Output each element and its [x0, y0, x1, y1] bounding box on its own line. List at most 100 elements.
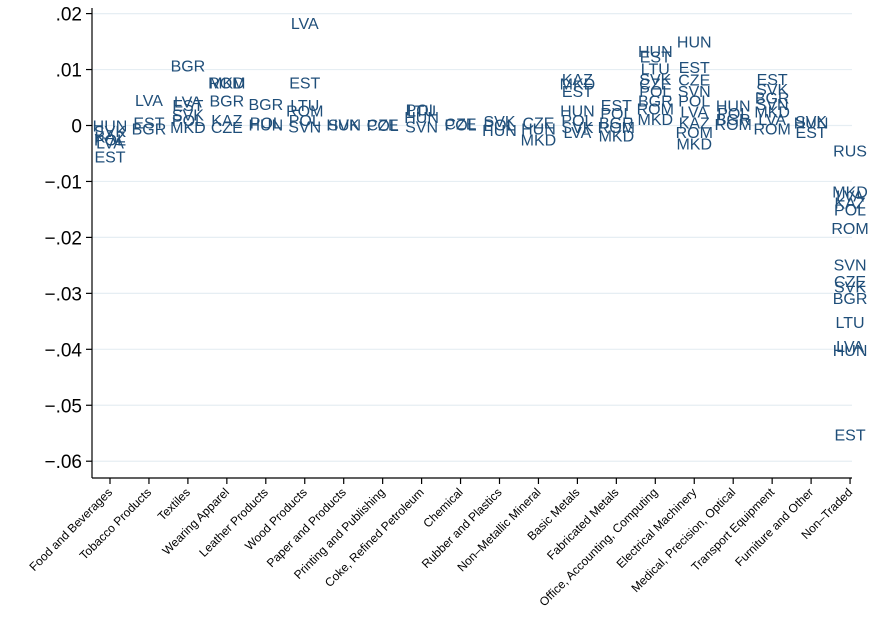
data-point-label: SVK — [483, 114, 515, 131]
data-point-label: ROM — [286, 103, 323, 120]
data-point-label: EST — [679, 60, 710, 77]
gridlines — [92, 12, 852, 462]
data-point-label: MKD — [560, 77, 596, 94]
data-point-label: POL — [94, 132, 126, 149]
data-point-label: CZE — [678, 73, 710, 90]
y-tick-label: −.03 — [44, 284, 82, 305]
data-point-label: POL — [172, 113, 204, 130]
data-point-label: POL — [717, 106, 749, 123]
data-point-label: CZE — [522, 116, 554, 133]
data-point-label: ROM — [598, 120, 635, 137]
data-point-label: KAZ — [211, 113, 242, 130]
data-point-label: LVA — [758, 112, 786, 129]
data-point-label: LVA — [836, 188, 864, 205]
data-point-label: SVN — [678, 84, 711, 101]
data-point-label: LVA — [291, 16, 319, 33]
data-point-label: POL — [483, 117, 515, 134]
data-point-label: BGR — [833, 291, 868, 308]
data-point-label: SVN — [756, 97, 789, 114]
data-point-label: SVN — [405, 120, 438, 137]
data-point-label: MKD — [209, 75, 245, 92]
y-tick-label: −.01 — [44, 172, 82, 193]
data-point-label: LVA — [836, 339, 864, 356]
data-point-label: SVN — [834, 257, 867, 274]
data-point-label: LVA — [135, 93, 163, 110]
data-point-label: SVK — [834, 280, 866, 297]
data-point-label: BGR — [171, 59, 206, 76]
data-point-label: HUN — [560, 103, 595, 120]
data-points: HUNSVKKAZPOLLVAESTLVAESTBGRBGRLVAESTSVKP… — [93, 16, 869, 444]
x-tick-label: Fabricated Metals — [544, 485, 621, 562]
data-point-label: POL — [250, 116, 282, 133]
data-point-label: POL — [367, 118, 399, 135]
data-point-label: BGR — [716, 112, 751, 129]
data-point-label: EST — [172, 98, 203, 115]
data-point-label: EST — [796, 125, 827, 142]
x-tick-label: Wearing Apparel — [159, 485, 231, 557]
data-point-label: POL — [639, 84, 671, 101]
data-point-label: HUN — [482, 123, 517, 140]
data-point-label: HUN — [794, 116, 829, 133]
data-point-label: SVN — [288, 120, 321, 137]
data-point-label: CZE — [445, 116, 477, 133]
data-point-label: MKD — [676, 136, 712, 153]
data-point-label: ROM — [753, 121, 790, 138]
data-point-label: BGR — [638, 93, 673, 110]
y-tick-label: −.04 — [44, 340, 82, 361]
data-point-label: LVA — [96, 135, 124, 152]
data-point-label: KAZ — [679, 116, 710, 133]
data-point-label: LTU — [290, 98, 319, 115]
data-point-label: SVK — [561, 120, 593, 137]
data-point-label: SVK — [756, 82, 788, 99]
data-point-label: ROM — [715, 117, 752, 134]
data-point-label: HUN — [404, 110, 439, 127]
data-point-label: MKD — [521, 132, 557, 149]
y-tick-label: 0 — [71, 117, 82, 138]
data-point-label: HUN — [638, 44, 673, 61]
x-tick-label: Leather Products — [196, 485, 271, 560]
data-point-label: POL — [561, 113, 593, 130]
data-point-label: LVA — [680, 105, 708, 122]
data-point-label: MKD — [170, 120, 206, 137]
data-point-label: LVA — [174, 94, 202, 111]
data-point-label: SVK — [94, 124, 126, 141]
data-point-label: EST — [601, 98, 632, 115]
data-point-label: LTU — [407, 103, 436, 120]
data-point-label: ROM — [831, 221, 868, 238]
y-tick-label: −.05 — [44, 396, 82, 417]
data-point-label: ROM — [637, 102, 674, 119]
data-point-label: POL — [289, 113, 321, 130]
data-point-label: HUN — [677, 35, 712, 52]
data-point-label: MKD — [638, 112, 674, 129]
data-point-label: BGR — [755, 91, 790, 108]
data-point-label: CZE — [834, 274, 866, 291]
data-point-label: EST — [289, 75, 320, 92]
data-point-label: BGR — [599, 116, 634, 133]
y-tick-label: −.06 — [44, 452, 82, 473]
data-point-label: EST — [133, 116, 164, 133]
data-point-label: LTU — [641, 61, 670, 78]
x-tick-label: Textiles — [155, 485, 193, 523]
data-point-label: LTU — [836, 315, 865, 332]
data-point-label: SVK — [795, 114, 827, 131]
data-point-label: POL — [834, 202, 866, 219]
data-point-label: EST — [757, 72, 788, 89]
data-point-label: POL — [445, 117, 477, 134]
data-point-label: KAZ — [94, 130, 125, 147]
data-point-label: SVK — [328, 117, 360, 134]
data-point-label: CZE — [367, 117, 399, 134]
data-point-label: POL — [600, 106, 632, 123]
data-point-label: HUN — [521, 121, 556, 138]
data-point-label: EST — [640, 50, 671, 67]
y-tick-label: −.02 — [44, 228, 82, 249]
data-point-label: HUN — [833, 343, 868, 360]
y-tick-label: .02 — [56, 5, 82, 26]
y-axis-ticks: .02 .01 0 −.01 −.02 −.03 −.04 −.05 −.06 — [44, 5, 92, 473]
data-point-label: HUN — [93, 119, 128, 136]
data-point-label: SVK — [172, 107, 204, 124]
data-point-label: HUN — [248, 117, 283, 134]
data-point-label: ROM — [676, 125, 713, 142]
x-tick-label: Tobacco Products — [77, 485, 154, 562]
data-point-label: CZE — [211, 120, 243, 137]
